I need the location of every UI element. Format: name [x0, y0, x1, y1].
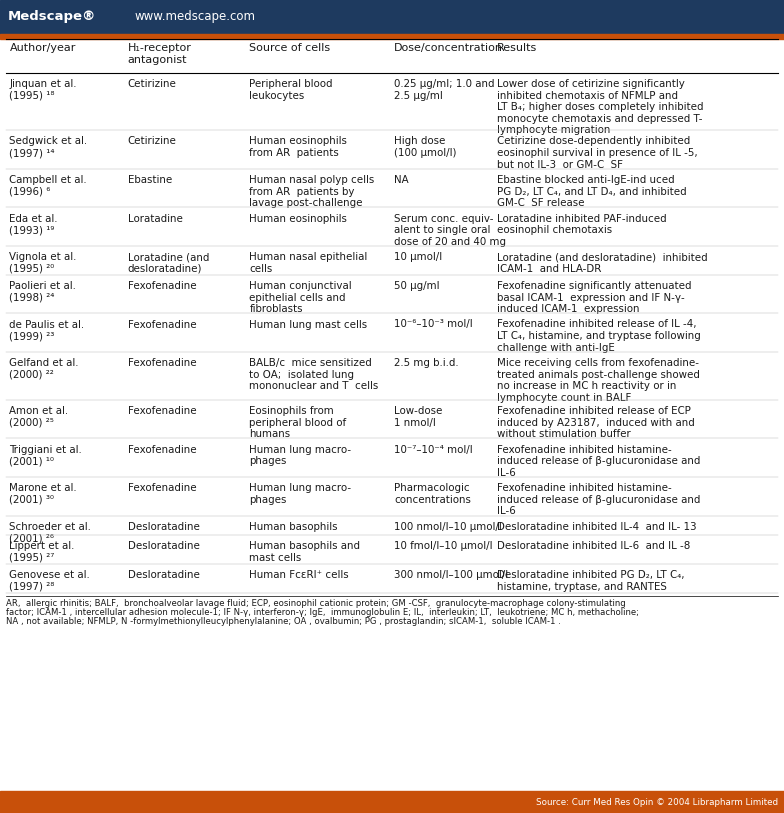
Text: Pharmacologic
concentrations: Pharmacologic concentrations [394, 483, 471, 505]
Text: Fexofenadine: Fexofenadine [128, 406, 197, 416]
Text: Loratadine (and desloratadine)  inhibited
ICAM-1  and HLA-DR: Loratadine (and desloratadine) inhibited… [497, 252, 708, 274]
Text: 300 nmol/l–100 μmol/l: 300 nmol/l–100 μmol/l [394, 570, 509, 580]
Text: Loratadine (and
desloratadine): Loratadine (and desloratadine) [128, 252, 209, 274]
Text: Genovese et al.
(1997) ²⁸: Genovese et al. (1997) ²⁸ [9, 570, 90, 592]
Text: 100 nmol/l–10 μmol/l: 100 nmol/l–10 μmol/l [394, 521, 502, 532]
Bar [0, 34, 784, 39]
Text: Human lung macro-
phages: Human lung macro- phages [249, 445, 351, 466]
Text: 50 μg/ml: 50 μg/ml [394, 281, 440, 291]
Text: Amon et al.
(2000) ²⁵: Amon et al. (2000) ²⁵ [9, 406, 68, 428]
Bar [0, 791, 784, 813]
Text: Fexofenadine inhibited release of ECP
induced by A23187,  induced with and
witho: Fexofenadine inhibited release of ECP in… [497, 406, 695, 439]
Text: Lippert et al.
(1995) ²⁷: Lippert et al. (1995) ²⁷ [9, 541, 74, 563]
Text: Human nasal epithelial
cells: Human nasal epithelial cells [249, 252, 368, 274]
Text: Desloratadine inhibited PG D₂, LT C₄,
histamine, tryptase, and RANTES: Desloratadine inhibited PG D₂, LT C₄, hi… [497, 570, 684, 592]
Text: Fexofenadine: Fexofenadine [128, 320, 197, 329]
Text: Low-dose
1 nmol/l: Low-dose 1 nmol/l [394, 406, 443, 428]
Text: Fexofenadine: Fexofenadine [128, 281, 197, 291]
Text: Fexofenadine inhibited histamine-
induced release of β-glucuronidase and
IL-6: Fexofenadine inhibited histamine- induce… [497, 445, 700, 478]
Text: Ebastine: Ebastine [128, 175, 172, 185]
Text: Cetirizine: Cetirizine [128, 137, 176, 146]
Text: 10 μmol/l: 10 μmol/l [394, 252, 442, 262]
Text: Desloratadine: Desloratadine [128, 570, 200, 580]
Text: Fexofenadine: Fexofenadine [128, 445, 197, 454]
Text: factor; ICAM-1 , intercellular adhesion molecule-1; IF N-γ, interferon-γ; IgE,  : factor; ICAM-1 , intercellular adhesion … [6, 608, 639, 617]
Text: Serum conc. equiv-
alent to single oral
dose of 20 and 40 mg: Serum conc. equiv- alent to single oral … [394, 214, 506, 246]
Text: Lower dose of cetirizine significantly
inhibited chemotaxis of NFMLP and
LT B₄; : Lower dose of cetirizine significantly i… [497, 79, 703, 136]
Text: Human FcεRI⁺ cells: Human FcεRI⁺ cells [249, 570, 349, 580]
Text: Medscape®: Medscape® [8, 11, 96, 24]
Text: Desloratadine inhibited IL-4  and IL- 13: Desloratadine inhibited IL-4 and IL- 13 [497, 521, 697, 532]
Text: Human basophils: Human basophils [249, 521, 338, 532]
Text: Human lung macro-
phages: Human lung macro- phages [249, 483, 351, 505]
Text: High dose
(100 μmol/l): High dose (100 μmol/l) [394, 137, 457, 158]
Text: 10⁻⁷–10⁻⁴ mol/l: 10⁻⁷–10⁻⁴ mol/l [394, 445, 473, 454]
Text: Loratadine inhibited PAF-induced
eosinophil chemotaxis: Loratadine inhibited PAF-induced eosinop… [497, 214, 666, 235]
Bar [0, 0, 784, 34]
Text: 2.5 mg b.i.d.: 2.5 mg b.i.d. [394, 358, 459, 368]
Text: Fexofenadine significantly attenuated
basal ICAM-1  expression and IF N-γ-
induc: Fexofenadine significantly attenuated ba… [497, 281, 691, 314]
Text: Human conjunctival
epithelial cells and
fibroblasts: Human conjunctival epithelial cells and … [249, 281, 352, 314]
Text: Results: Results [497, 43, 537, 53]
Text: NA: NA [394, 175, 409, 185]
Text: Fexofenadine inhibited release of IL -4,
LT C₄, histamine, and tryptase followin: Fexofenadine inhibited release of IL -4,… [497, 320, 701, 353]
Text: Jinquan et al.
(1995) ¹⁸: Jinquan et al. (1995) ¹⁸ [9, 79, 77, 101]
Text: Sedgwick et al.
(1997) ¹⁴: Sedgwick et al. (1997) ¹⁴ [9, 137, 88, 158]
Text: Author/year: Author/year [9, 43, 76, 53]
Text: Desloratadine: Desloratadine [128, 521, 200, 532]
Text: Eosinophils from
peripheral blood of
humans: Eosinophils from peripheral blood of hum… [249, 406, 347, 439]
Text: Human basophils and
mast cells: Human basophils and mast cells [249, 541, 361, 563]
Text: Campbell et al.
(1996) ⁶: Campbell et al. (1996) ⁶ [9, 175, 87, 197]
Text: AR,  allergic rhinitis; BALF,  bronchoalveolar lavage fluid; ECP, eosinophil cat: AR, allergic rhinitis; BALF, bronchoalve… [6, 599, 626, 608]
Text: Source: Curr Med Res Opin © 2004 Librapharm Limited: Source: Curr Med Res Opin © 2004 Libraph… [536, 798, 778, 806]
Text: Schroeder et al.
(2001) ²⁶: Schroeder et al. (2001) ²⁶ [9, 521, 91, 543]
Text: Cetirizine: Cetirizine [128, 79, 176, 89]
Text: de Paulis et al.
(1999) ²³: de Paulis et al. (1999) ²³ [9, 320, 85, 341]
Text: Human eosinophils
from AR  patients: Human eosinophils from AR patients [249, 137, 347, 158]
Text: Fexofenadine inhibited histamine-
induced release of β-glucuronidase and
IL-6: Fexofenadine inhibited histamine- induce… [497, 483, 700, 516]
Text: Peripheral blood
leukocytes: Peripheral blood leukocytes [249, 79, 333, 101]
Text: Desloratadine inhibited IL-6  and IL -8: Desloratadine inhibited IL-6 and IL -8 [497, 541, 690, 551]
Text: Human nasal polyp cells
from AR  patients by
lavage post-challenge: Human nasal polyp cells from AR patients… [249, 175, 375, 208]
Text: Cetirizine dose-dependently inhibited
eosinophil survival in presence of IL -5,
: Cetirizine dose-dependently inhibited eo… [497, 137, 698, 170]
Text: Vignola et al.
(1995) ²⁰: Vignola et al. (1995) ²⁰ [9, 252, 77, 274]
Text: Eda et al.
(1993) ¹⁹: Eda et al. (1993) ¹⁹ [9, 214, 58, 235]
Text: 10⁻⁶–10⁻³ mol/l: 10⁻⁶–10⁻³ mol/l [394, 320, 473, 329]
Text: Source of cells: Source of cells [249, 43, 330, 53]
Text: Dose/concentration: Dose/concentration [394, 43, 503, 53]
Text: Desloratadine: Desloratadine [128, 541, 200, 551]
Text: NA , not available; NFMLP, N -formylmethionylleucylphenylalanine; OA , ovalbumin: NA , not available; NFMLP, N -formylmeth… [6, 617, 561, 626]
Text: www.medscape.com: www.medscape.com [135, 11, 256, 24]
Text: Paolieri et al.
(1998) ²⁴: Paolieri et al. (1998) ²⁴ [9, 281, 76, 302]
Text: Ebastine blocked anti-lgE-ind uced
PG D₂, LT C₄, and LT D₄, and inhibited
GM-C  : Ebastine blocked anti-lgE-ind uced PG D₂… [497, 175, 687, 208]
Text: Human eosinophils: Human eosinophils [249, 214, 347, 224]
Text: Marone et al.
(2001) ³⁰: Marone et al. (2001) ³⁰ [9, 483, 77, 505]
Text: BALB/c  mice sensitized
to OA;  isolated lung
mononuclear and T  cells: BALB/c mice sensitized to OA; isolated l… [249, 358, 379, 391]
Text: Mice receiving cells from fexofenadine-
treated animals post-challenge showed
no: Mice receiving cells from fexofenadine- … [497, 358, 700, 402]
Text: Fexofenadine: Fexofenadine [128, 358, 197, 368]
Text: H₁-receptor
antagonist: H₁-receptor antagonist [128, 43, 191, 64]
Text: Fexofenadine: Fexofenadine [128, 483, 197, 493]
Text: Triggiani et al.
(2001) ¹⁰: Triggiani et al. (2001) ¹⁰ [9, 445, 82, 466]
Text: Loratadine: Loratadine [128, 214, 183, 224]
Text: 0.25 μg/ml; 1.0 and
2.5 μg/ml: 0.25 μg/ml; 1.0 and 2.5 μg/ml [394, 79, 495, 101]
Text: Gelfand et al.
(2000) ²²: Gelfand et al. (2000) ²² [9, 358, 79, 380]
Text: 10 fmol/l–10 μmol/l: 10 fmol/l–10 μmol/l [394, 541, 493, 551]
Text: Human lung mast cells: Human lung mast cells [249, 320, 368, 329]
